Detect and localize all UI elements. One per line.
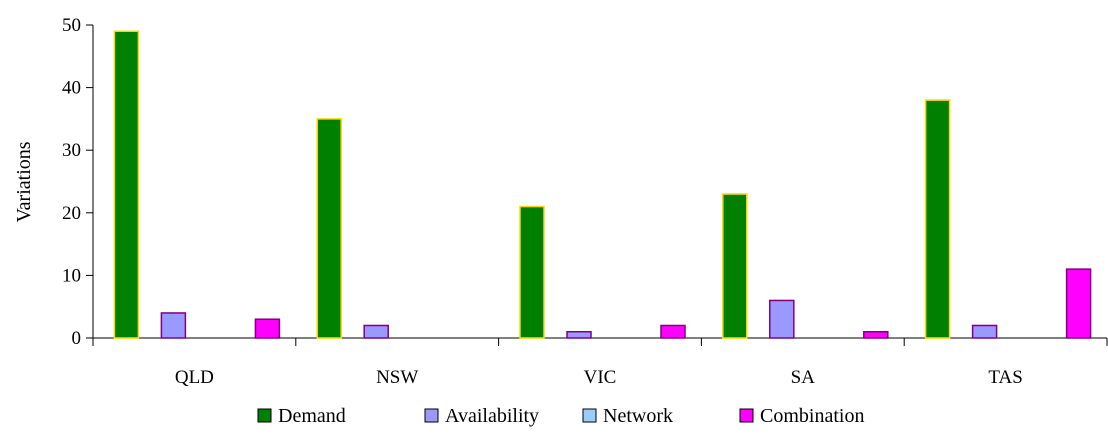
y-tick-label: 50: [62, 15, 81, 36]
legend-label-demand: Demand: [278, 405, 346, 427]
bar-availability-tas: [971, 324, 998, 339]
y-axis-title: Variations: [13, 141, 35, 222]
bar-combination-vic: [660, 324, 686, 339]
legend-label-network: Network: [603, 405, 673, 427]
category-label: NSW: [376, 367, 418, 388]
category-label: SA: [791, 367, 816, 388]
category-label: TAS: [988, 367, 1022, 388]
legend-swatch-combination: [739, 408, 754, 423]
bar-demand-sa: [722, 193, 748, 339]
legend-swatch-demand: [257, 408, 272, 423]
bar-availability-qld: [160, 312, 187, 339]
bar-combination-tas: [1065, 268, 1092, 339]
bar-demand-tas: [924, 99, 951, 339]
y-tick-label: 20: [62, 203, 81, 224]
legend-swatch-availability: [424, 408, 439, 423]
x-axis: QLD NSW VIC SA TAS: [92, 337, 1108, 388]
bar-availability-sa: [769, 299, 795, 339]
bar-combination-sa: [863, 330, 889, 339]
bar-availability-vic: [566, 330, 592, 339]
category-label: VIC: [584, 367, 617, 388]
bar-demand-qld: [113, 30, 140, 339]
legend-label-availability: Availability: [445, 405, 539, 427]
category-label: QLD: [175, 367, 214, 388]
bar-combination-qld: [254, 318, 281, 339]
bar-demand-nsw: [316, 118, 342, 339]
y-tick-label: 10: [62, 265, 81, 286]
bar-demand-vic: [519, 205, 545, 339]
bars: [113, 30, 1092, 339]
legend-label-combination: Combination: [760, 405, 864, 427]
y-tick-label: 30: [62, 140, 81, 161]
y-axis: 0 10 20 30 40 50: [62, 15, 94, 349]
y-tick-label: 0: [72, 328, 82, 349]
y-tick-label: 40: [62, 78, 81, 99]
bar-availability-nsw: [363, 324, 389, 339]
legend-swatch-network: [582, 408, 597, 423]
legend: Demand Availability Network Combination: [257, 405, 864, 427]
